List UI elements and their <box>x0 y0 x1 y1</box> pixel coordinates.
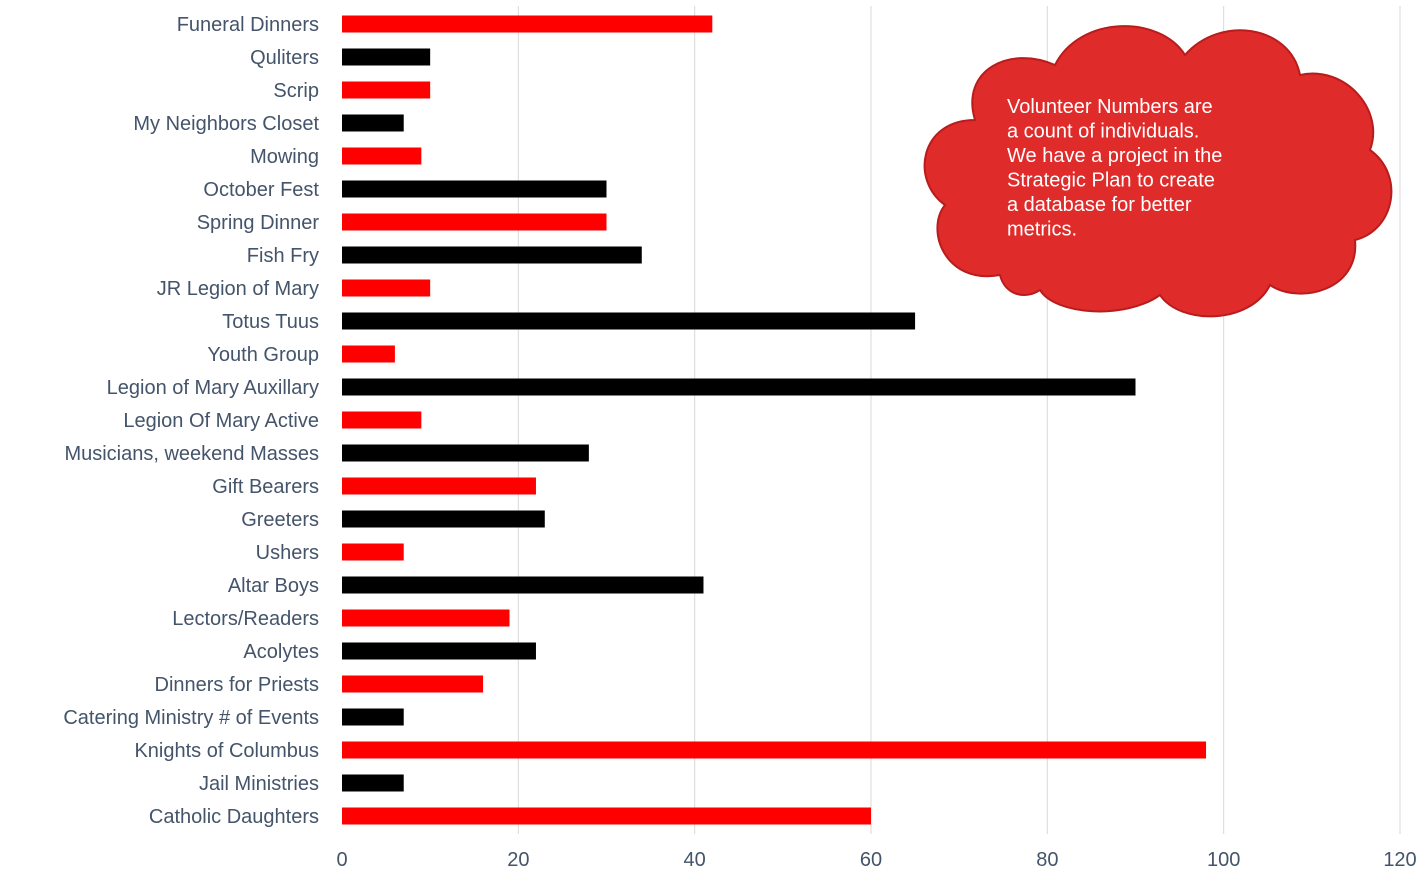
bar <box>342 147 422 165</box>
category-label: JR Legion of Mary <box>157 278 319 300</box>
category-label: Musicians, weekend Masses <box>64 443 319 465</box>
x-tick-label: 100 <box>1207 849 1240 871</box>
bar <box>342 444 589 462</box>
x-tick-label: 120 <box>1383 849 1416 871</box>
bar <box>342 213 607 231</box>
category-label: Quliters <box>250 47 319 69</box>
category-label: Greeters <box>241 509 319 531</box>
category-label: Catholic Daughters <box>149 806 319 828</box>
category-label: My Neighbors Closet <box>133 113 319 135</box>
bar <box>342 477 536 495</box>
bar <box>342 411 422 429</box>
category-label: Scrip <box>273 80 319 102</box>
x-tick-label: 60 <box>860 849 882 871</box>
category-label: Dinners for Priests <box>155 674 320 696</box>
category-labels: Funeral Dinners Quliters Scrip My Neighbors… <box>63 14 319 828</box>
category-label: Youth Group <box>207 344 319 366</box>
category-label: Altar Boys <box>228 575 319 597</box>
category-label: Fish Fry <box>247 245 319 267</box>
callout-text: Volunteer Numbers are a count of individu… <box>1007 96 1222 241</box>
bar <box>342 345 395 363</box>
bar <box>342 543 404 561</box>
bar <box>342 312 916 330</box>
bar <box>342 774 404 792</box>
bar <box>342 675 484 693</box>
bar <box>342 807 871 825</box>
category-label: Acolytes <box>243 641 319 663</box>
category-label: Mowing <box>250 146 319 168</box>
bar <box>342 708 404 726</box>
bar <box>342 246 642 264</box>
bar <box>342 510 545 528</box>
bar <box>342 81 431 99</box>
category-label: Catering Ministry # of Events <box>63 707 319 729</box>
bar <box>342 114 404 132</box>
x-tick-label: 80 <box>1036 849 1058 871</box>
bar <box>342 576 704 594</box>
x-tick-label: 20 <box>507 849 529 871</box>
category-label: Ushers <box>256 542 319 564</box>
category-label: Legion of Mary Auxillary <box>107 377 319 399</box>
category-label: Spring Dinner <box>197 212 320 234</box>
bar <box>342 15 713 33</box>
bar <box>342 378 1136 396</box>
callout-cloud: Volunteer Numbers are a count of individu… <box>923 25 1393 318</box>
bar <box>342 279 431 297</box>
callout-line: a database for better <box>1007 194 1192 216</box>
callout-line: Strategic Plan to create <box>1007 170 1215 192</box>
bars <box>342 15 1207 825</box>
category-label: Jail Ministries <box>199 773 319 795</box>
callout-cloud-shape <box>923 25 1393 318</box>
callout-line: metrics. <box>1007 219 1077 241</box>
category-label: Totus Tuus <box>222 311 319 333</box>
bar <box>342 180 607 198</box>
x-tick-label: 0 <box>336 849 347 871</box>
category-label: Lectors/Readers <box>172 608 319 630</box>
callout-line: We have a project in the <box>1007 145 1222 167</box>
bar <box>342 609 510 627</box>
bar <box>342 642 536 660</box>
bar <box>342 741 1207 759</box>
bar <box>342 48 431 66</box>
category-label: Gift Bearers <box>212 476 319 498</box>
callout-line: Volunteer Numbers are <box>1007 96 1213 118</box>
x-tick-label: 40 <box>684 849 706 871</box>
category-label: Funeral Dinners <box>177 14 319 36</box>
callout-line: a count of individuals. <box>1007 121 1199 143</box>
category-label: Knights of Columbus <box>134 740 319 762</box>
x-axis-ticks: 0 20 40 60 80 100 120 <box>336 849 1416 871</box>
category-label: Legion Of Mary Active <box>123 410 319 432</box>
category-label: October Fest <box>203 179 319 201</box>
